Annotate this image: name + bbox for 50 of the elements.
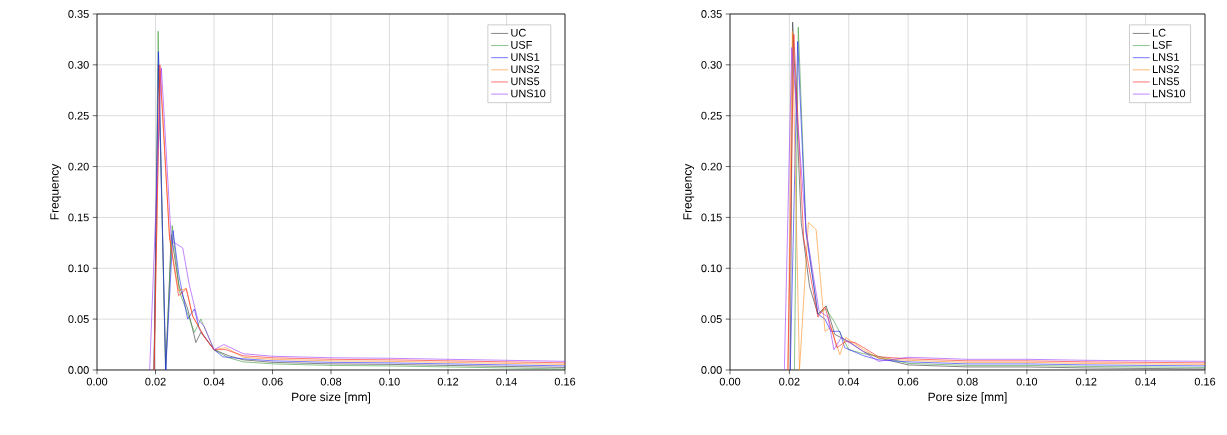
x-tick-label: 0.16 [1194, 377, 1216, 386]
legend-label: UNS1 [511, 53, 540, 61]
x-tick-label: 0.10 [1016, 377, 1038, 386]
legend-label: UC [511, 28, 526, 37]
y-tick-label: 0.00 [68, 366, 89, 374]
legend-label: LNS10 [1152, 89, 1186, 98]
x-tick-label: 0.14 [496, 377, 517, 386]
x-tick-label: 0.00 [86, 377, 108, 386]
legend-label: LC [1152, 28, 1166, 37]
x-tick-label: 0.12 [437, 377, 459, 386]
x-tick-label: 0.16 [554, 377, 576, 386]
y-tick-label: 0.20 [701, 162, 722, 171]
x-tick-label: 0.00 [719, 377, 741, 386]
legend-label: LNS1 [1152, 53, 1179, 61]
y-tick-label: 0.25 [68, 111, 89, 120]
legend-label: USF [511, 41, 532, 49]
x-tick-label: 0.04 [838, 377, 860, 386]
y-tick-label: 0.35 [68, 10, 89, 18]
x-tick-label: 0.06 [897, 377, 919, 386]
legend-label: UNS2 [511, 65, 540, 74]
x-tick-label: 0.04 [203, 377, 225, 386]
y-tick-label: 0.05 [68, 315, 89, 324]
x-tick-label: 0.14 [1135, 377, 1156, 386]
x-tick-label: 0.12 [1076, 377, 1097, 386]
y-tick-label: 0.05 [701, 315, 722, 324]
y-axis-title: Frequency [50, 163, 62, 220]
legend-label: LSF [1152, 41, 1172, 49]
y-tick-label: 0.15 [701, 213, 722, 222]
y-tick-label: 0.10 [701, 264, 722, 273]
y-tick-label: 0.15 [68, 213, 89, 222]
x-axis-title: Pore size [mm] [292, 392, 370, 404]
y-tick-label: 0.30 [68, 60, 89, 69]
x-axis-title: Pore size [mm] [928, 392, 1007, 404]
legend-label: LNS5 [1152, 77, 1180, 86]
x-tick-label: 0.08 [957, 377, 978, 386]
y-tick-label: 0.20 [68, 162, 89, 171]
legend-label: LNS2 [1152, 65, 1179, 74]
x-tick-label: 0.02 [779, 377, 800, 386]
x-tick-label: 0.02 [145, 377, 166, 386]
x-tick-label: 0.08 [320, 377, 342, 386]
y-tick-label: 0.30 [701, 60, 722, 69]
legend-label: UNS10 [511, 89, 546, 98]
y-axis-title: Frequency [683, 163, 695, 220]
y-tick-label: 0.00 [701, 366, 722, 374]
y-tick-label: 0.35 [701, 10, 722, 18]
x-tick-label: 0.06 [262, 377, 283, 386]
y-tick-label: 0.25 [701, 111, 722, 120]
x-tick-label: 0.10 [379, 377, 400, 386]
y-tick-label: 0.10 [68, 264, 89, 273]
legend-label: UNS5 [511, 77, 540, 86]
